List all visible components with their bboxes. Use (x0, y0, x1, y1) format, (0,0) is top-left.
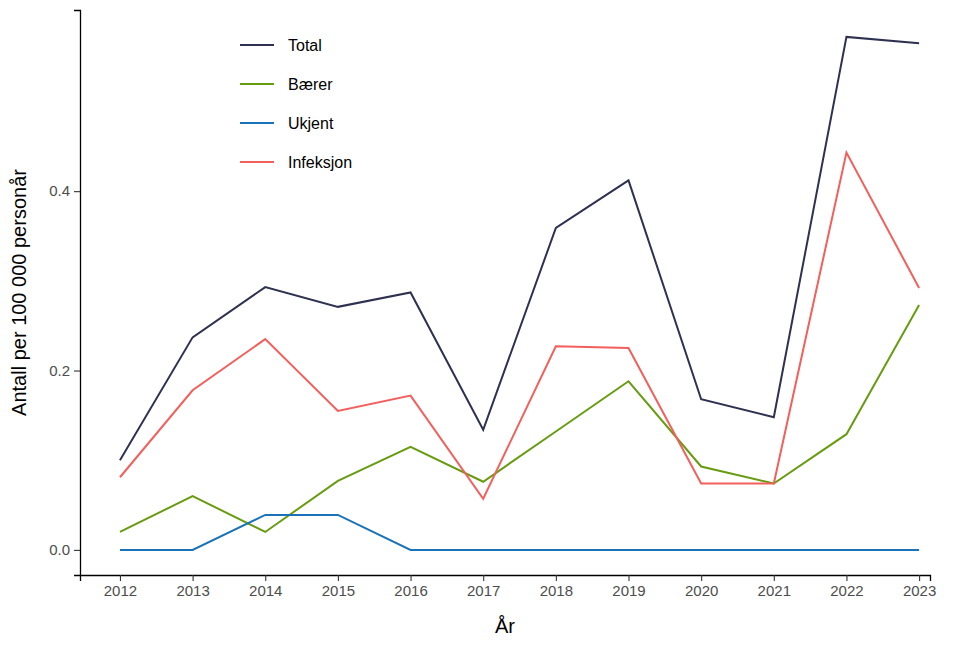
x-tick-mark (919, 575, 920, 581)
x-tick-mark (846, 575, 847, 581)
y-tick-mark (74, 191, 80, 192)
chart: 2012 2013 2014 2015 2016 2017 2018 2019 2020 2021… (0, 0, 970, 647)
x-tick-label: 2012 (104, 582, 137, 599)
y-axis-title: Antall per 100 000 personår (8, 169, 30, 416)
x-tick-label: 2015 (322, 582, 355, 599)
series-line (120, 153, 919, 499)
x-tick: 2020 (685, 575, 718, 599)
y-tick-label: 0.2 (49, 362, 70, 379)
legend-swatch (240, 44, 274, 46)
legend-label: Total (288, 37, 322, 54)
x-tick: 2014 (249, 575, 282, 599)
legend: Total Bærer Ukjent Infeksjon (240, 37, 352, 171)
legend-label: Infeksjon (288, 154, 352, 171)
x-tick: 2013 (176, 575, 209, 599)
legend-entry: Bærer (240, 76, 333, 93)
legend-swatch (240, 161, 274, 163)
x-tick-label: 2017 (467, 582, 500, 599)
legend-entry: Ukjent (240, 115, 334, 132)
series-line (120, 515, 919, 550)
x-tick-label: 2013 (176, 582, 209, 599)
y-tick: 0.0 (49, 541, 80, 558)
x-tick-label: 2020 (685, 582, 718, 599)
x-tick-mark (338, 575, 339, 581)
x-tick-label: 2014 (249, 582, 282, 599)
y-axis: 0.0 0.2 0.4 (49, 11, 80, 576)
legend-entry: Infeksjon (240, 154, 352, 171)
legend-label: Bærer (288, 76, 333, 93)
x-tick: 2012 (104, 575, 137, 599)
x-tick-mark (774, 575, 775, 581)
x-tick-label: 2016 (394, 582, 427, 599)
x-tick-label: 2023 (903, 582, 936, 599)
legend-entry: Total (240, 37, 322, 54)
axis-line (81, 576, 931, 582)
axis-line (74, 11, 81, 576)
x-tick: 2021 (758, 575, 791, 599)
x-tick: 2016 (394, 575, 427, 599)
x-tick-mark (483, 575, 484, 581)
x-tick: 2019 (612, 575, 645, 599)
x-tick: 2018 (540, 575, 573, 599)
x-axis-title: År (495, 615, 515, 637)
x-tick: 2023 (903, 575, 936, 599)
x-tick-mark (556, 575, 557, 581)
legend-label: Ukjent (288, 115, 334, 132)
y-tick-label: 0.4 (49, 182, 70, 199)
x-tick-mark (193, 575, 194, 581)
x-tick-mark (628, 575, 629, 581)
x-tick-mark (265, 575, 266, 581)
series-line (120, 305, 919, 532)
plot: 2012 2013 2014 2015 2016 2017 2018 2019 2020 2021… (49, 11, 936, 599)
y-tick-mark (74, 550, 80, 551)
x-tick: 2015 (322, 575, 355, 599)
y-tick: 0.2 (49, 362, 80, 379)
x-tick-label: 2022 (830, 582, 863, 599)
x-tick-label: 2018 (540, 582, 573, 599)
y-tick: 0.4 (49, 182, 80, 199)
y-tick-label: 0.0 (49, 541, 70, 558)
legend-swatch (240, 83, 274, 85)
series-line (120, 37, 919, 460)
x-tick: 2017 (467, 575, 500, 599)
legend-swatch (240, 122, 274, 124)
y-tick-mark (74, 370, 80, 371)
x-tick-label: 2019 (612, 582, 645, 599)
x-tick-mark (701, 575, 702, 581)
x-tick-label: 2021 (758, 582, 791, 599)
lines (120, 37, 919, 550)
x-tick-mark (120, 575, 121, 581)
x-tick-mark (411, 575, 412, 581)
x-tick: 2022 (830, 575, 863, 599)
x-axis: 2012 2013 2014 2015 2016 2017 2018 2019 2020 2021… (81, 575, 937, 599)
